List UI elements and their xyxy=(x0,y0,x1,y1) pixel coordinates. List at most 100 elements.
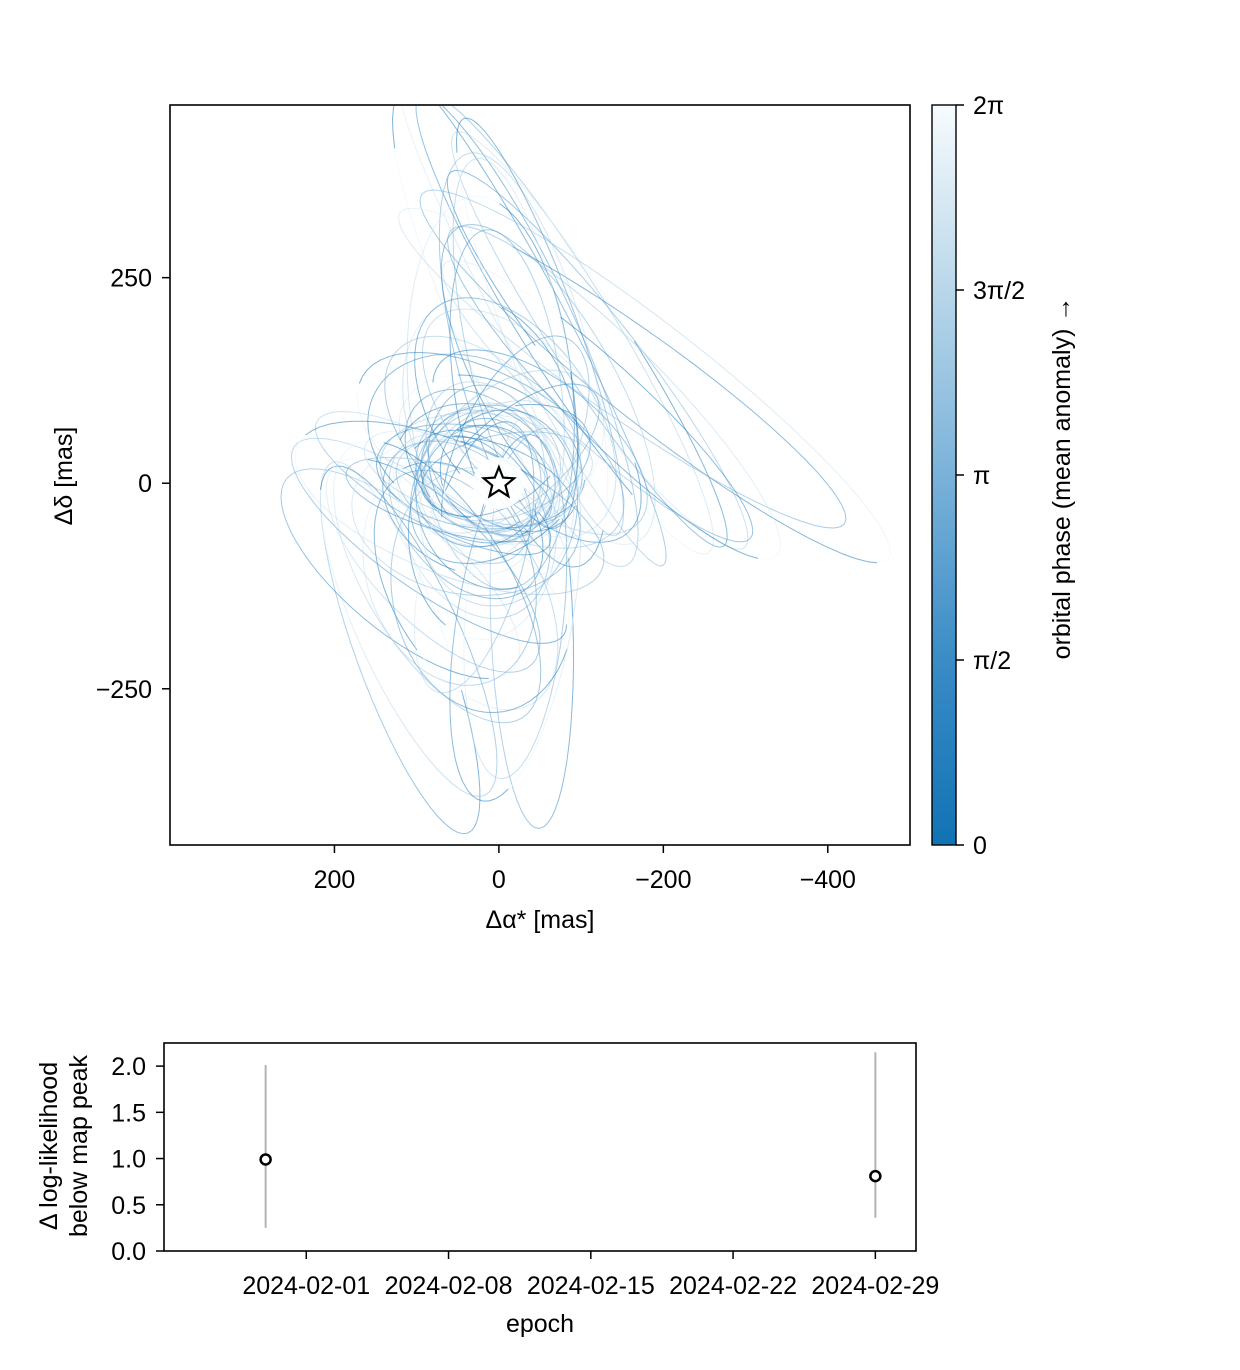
orbit-segment xyxy=(438,454,446,460)
orbit-segment xyxy=(457,165,461,181)
orbit-segment xyxy=(383,479,388,487)
orbit-segment xyxy=(558,479,567,488)
orbit-segment xyxy=(545,696,551,712)
orbit-segment xyxy=(494,772,497,781)
orbit-segment xyxy=(532,369,543,372)
orbit-segment xyxy=(548,640,556,644)
orbit-segment xyxy=(293,442,299,447)
orbit-segment xyxy=(409,448,416,455)
orbit-segment xyxy=(491,645,494,668)
orbit-segment xyxy=(456,427,463,431)
orbit-segment xyxy=(396,753,406,770)
orbit-segment xyxy=(514,520,521,526)
orbit-segment xyxy=(596,404,620,422)
orbit-segment xyxy=(508,448,516,459)
orbit-segment xyxy=(516,218,526,230)
orbit-segment xyxy=(443,512,450,518)
orbit-segment xyxy=(335,518,340,533)
orbit-segment xyxy=(840,523,845,528)
orbit-segment xyxy=(529,588,538,595)
orbit-segment xyxy=(416,434,423,438)
orbit-segment xyxy=(439,578,446,586)
orbit-segment xyxy=(472,343,484,350)
orbit-segment xyxy=(554,463,559,471)
orbit-segment xyxy=(573,328,588,356)
orbit-segment xyxy=(417,572,421,587)
orbit-segment xyxy=(436,524,441,529)
orbit-segment xyxy=(576,441,583,446)
orbit-segment xyxy=(439,202,442,218)
orbit-track xyxy=(415,409,575,590)
orbit-segment xyxy=(631,347,647,372)
orbit-segment xyxy=(571,605,576,625)
orbit-segment xyxy=(444,441,453,444)
orbit-segment xyxy=(466,636,475,640)
orbit-segment xyxy=(601,562,605,570)
orbit-segment xyxy=(496,623,504,637)
orbit-segment xyxy=(364,453,367,458)
orbit-segment xyxy=(375,627,388,638)
orbit-segment xyxy=(440,505,454,515)
orbit-segment xyxy=(483,274,491,297)
orbit-segment xyxy=(502,234,510,241)
orbit-segment xyxy=(525,264,533,276)
orbit-segment xyxy=(566,352,572,372)
orbit-segment xyxy=(558,482,562,495)
orbit-segment xyxy=(414,364,417,377)
orbit-segment xyxy=(454,382,461,386)
orbit-segment xyxy=(586,384,595,397)
orbit-segment xyxy=(502,540,510,543)
orbit-segment xyxy=(456,297,466,300)
orbit-segment xyxy=(591,276,607,298)
orbit-segment xyxy=(435,407,441,417)
orbit-segment xyxy=(490,198,500,205)
orbit-segment xyxy=(430,516,436,531)
orbit-segment xyxy=(470,731,475,744)
orbit-segment xyxy=(481,604,490,607)
orbit-segment xyxy=(502,596,510,599)
likelihood-y-axis-label-line-2: below map peak xyxy=(65,1054,93,1237)
orbit-segment xyxy=(556,377,568,387)
orbit-segment xyxy=(561,393,564,410)
orbit-segment xyxy=(622,428,633,452)
orbit-segment xyxy=(460,516,466,521)
orbit-segment xyxy=(538,436,542,445)
orbit-segment xyxy=(455,519,463,524)
orbit-segment xyxy=(554,468,559,478)
orbit-segment xyxy=(699,536,708,543)
orbit-segment xyxy=(468,198,485,207)
orbit-segment xyxy=(498,604,507,607)
orbit-segment xyxy=(551,669,559,680)
orbit-segment xyxy=(296,439,301,447)
orbit-segment xyxy=(519,439,527,447)
orbit-segment xyxy=(469,411,478,417)
orbit-segment xyxy=(457,254,463,264)
orbit-segment xyxy=(539,487,542,494)
orbit-segment xyxy=(488,373,497,383)
orbit-segment xyxy=(379,467,382,475)
orbit-segment xyxy=(511,563,518,568)
orbit-segment xyxy=(576,345,582,352)
orbit-segment xyxy=(507,409,517,412)
orbit-segment xyxy=(559,414,563,420)
orbit-segment xyxy=(546,589,552,603)
orbit-segment xyxy=(484,130,492,141)
orbit-segment xyxy=(478,309,491,326)
orbit-segment xyxy=(481,349,491,352)
orbit-segment xyxy=(415,501,418,511)
orbit-segment xyxy=(469,226,480,231)
orbit-segment xyxy=(415,648,418,659)
orbit-segment xyxy=(685,337,711,358)
orbit-segment xyxy=(449,651,457,672)
orbit-segment xyxy=(457,579,474,586)
orbit-segment xyxy=(533,476,548,487)
orbit-segment xyxy=(433,443,439,449)
orbit-segment xyxy=(566,279,575,301)
orbit-segment xyxy=(490,157,500,165)
orbit-segment xyxy=(688,458,698,479)
orbit-segment xyxy=(352,488,356,497)
orbit-segment xyxy=(447,188,451,199)
orbit-segment xyxy=(505,566,512,571)
orbit-segment xyxy=(439,594,448,602)
